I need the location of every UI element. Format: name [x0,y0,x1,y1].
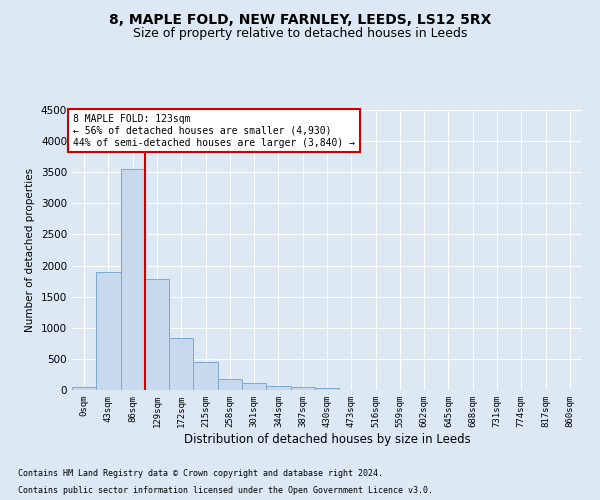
Bar [315,388,339,390]
Text: 8 MAPLE FOLD: 123sqm
← 56% of detached houses are smaller (4,930)
44% of semi-de: 8 MAPLE FOLD: 123sqm ← 56% of detached h… [73,114,355,148]
Text: Contains public sector information licensed under the Open Government Licence v3: Contains public sector information licen… [18,486,433,495]
Bar [96,272,121,390]
Text: Size of property relative to detached houses in Leeds: Size of property relative to detached ho… [133,28,467,40]
Bar [218,379,242,390]
Bar [72,387,96,390]
Bar [145,279,169,390]
Bar [290,387,315,390]
Text: Contains HM Land Registry data © Crown copyright and database right 2024.: Contains HM Land Registry data © Crown c… [18,468,383,477]
Bar [169,338,193,390]
Bar [242,383,266,390]
X-axis label: Distribution of detached houses by size in Leeds: Distribution of detached houses by size … [184,432,470,446]
Y-axis label: Number of detached properties: Number of detached properties [25,168,35,332]
Text: 8, MAPLE FOLD, NEW FARNLEY, LEEDS, LS12 5RX: 8, MAPLE FOLD, NEW FARNLEY, LEEDS, LS12 … [109,12,491,26]
Bar [121,169,145,390]
Bar [193,362,218,390]
Bar [266,386,290,390]
